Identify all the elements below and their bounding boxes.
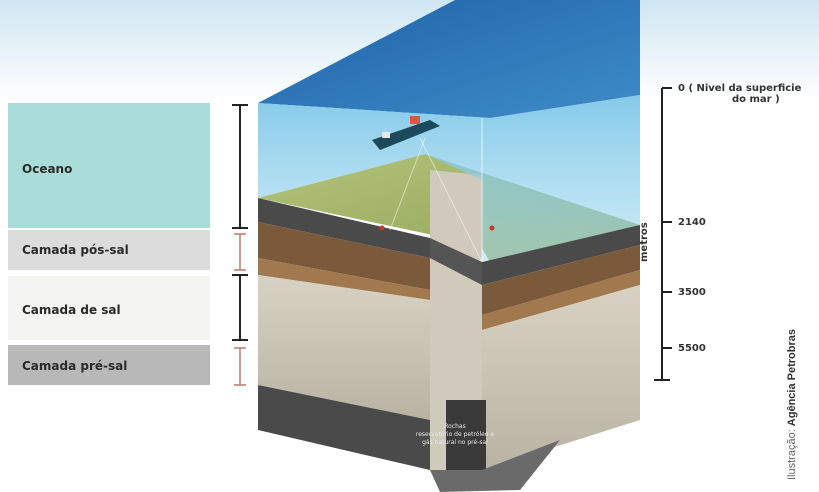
layer-label-post-salt: Camada pós-sal xyxy=(22,243,129,257)
layer-band-post-salt xyxy=(8,230,210,270)
left-depth-bracket xyxy=(232,104,248,341)
layer-label-pre-salt: Camada pré-sal xyxy=(22,359,128,373)
ship-icon xyxy=(372,116,440,150)
layer-band-salt xyxy=(8,276,210,340)
right-depth-axis xyxy=(654,87,672,381)
depth-label-0: 0 ( Nivel da superficie do mar ) xyxy=(678,83,802,105)
depth-label-3500: 3500 xyxy=(678,287,706,298)
sea-surface xyxy=(258,0,640,118)
depth-label-2140: 2140 xyxy=(678,217,706,228)
layer-label-ocean: Oceano xyxy=(22,162,73,176)
drill-target-label: Rochas reservatório de petróleo e gás natu… xyxy=(416,423,494,446)
layer-band-pre-salt xyxy=(8,345,210,385)
image-credit: Ilustração: Agência Petrobras xyxy=(786,328,798,480)
depth-label-5500: 5500 xyxy=(678,343,706,354)
layer-band-ocean xyxy=(8,103,210,228)
depth-axis-unit: metros xyxy=(639,222,650,262)
water-column xyxy=(258,95,640,262)
layer-label-salt: Camada de sal xyxy=(22,303,121,317)
